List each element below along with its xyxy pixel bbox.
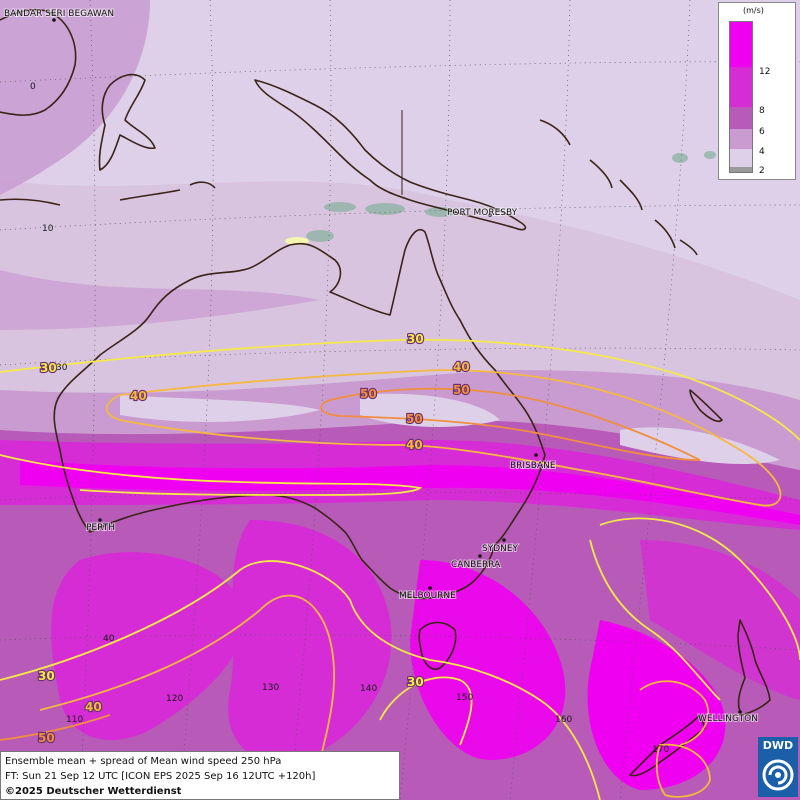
contour-label: 50 bbox=[360, 387, 377, 401]
city-markers bbox=[52, 18, 742, 714]
legend-swatch-2-4 bbox=[729, 149, 753, 167]
longitude-label: 130 bbox=[262, 683, 279, 693]
contour-50-central bbox=[320, 387, 701, 461]
legend-tick: 4 bbox=[759, 147, 765, 157]
legend-swatch-12-plus bbox=[729, 21, 753, 68]
contour-30-east bbox=[589, 517, 800, 701]
copyright: ©2025 Deutscher Wetterdienst bbox=[5, 786, 182, 797]
spread-patch-nz bbox=[587, 620, 726, 790]
city-label-melbourne: MELBOURNE bbox=[399, 591, 456, 601]
city-label-port-moresby: PORT MORESBY bbox=[447, 208, 518, 218]
contour-30-north bbox=[0, 338, 800, 441]
city-label-brisbane: BRISBANE bbox=[510, 461, 556, 471]
legend-swatch-6-8 bbox=[729, 107, 753, 129]
legend-tick: 8 bbox=[759, 106, 765, 116]
city-label-sydney: SYDNEY bbox=[482, 544, 519, 554]
city-labels: BANDAR SERI BEGAWAN PORT MORESBY BRISBAN… bbox=[3, 8, 759, 725]
contour-50-south-west bbox=[0, 714, 111, 741]
contour-40-north bbox=[105, 369, 782, 507]
contour-40-nz-south bbox=[655, 743, 711, 798]
dwd-logo-text: DWD bbox=[762, 739, 794, 752]
city-label-perth: PERTH bbox=[86, 523, 115, 533]
map-title: Ensemble mean + spread of Mean wind spee… bbox=[5, 756, 282, 767]
spread-area-mid-north2 bbox=[0, 270, 320, 330]
solomon-islands-coastline bbox=[539, 119, 698, 256]
contour-label: 30 bbox=[407, 675, 424, 689]
spread-patch-light-east bbox=[620, 427, 780, 465]
longitude-label: 120 bbox=[166, 694, 183, 704]
contour-label: 40 bbox=[130, 389, 147, 403]
dwd-logo: DWD bbox=[758, 737, 798, 797]
grid-labels: 0 10 30 40 110 120 130 140 150 160 170 bbox=[30, 82, 669, 755]
city-label-canberra: CANBERRA bbox=[451, 560, 501, 570]
contour-label: 30 bbox=[40, 361, 57, 375]
contour-30-southern bbox=[0, 560, 601, 800]
contour-label: 50 bbox=[38, 731, 55, 745]
longitude-label: 160 bbox=[555, 715, 572, 725]
contour-label: 40 bbox=[406, 438, 423, 452]
dwd-swirl-icon bbox=[762, 759, 794, 791]
longitude-label: 170 bbox=[652, 745, 669, 755]
contour-labels: 30 30 40 40 50 50 50 40 30 40 50 30 bbox=[37, 331, 471, 746]
spread-area-lowest bbox=[285, 237, 309, 245]
contour-label: 40 bbox=[453, 360, 470, 374]
new-zealand-south-coastline bbox=[629, 714, 706, 777]
legend-swatch-8-12 bbox=[729, 67, 753, 107]
contour-40-nz bbox=[639, 680, 710, 746]
forecast-time: FT: Sun 21 Sep 12 UTC [ICON EPS 2025 Sep… bbox=[5, 771, 316, 782]
new-caledonia-coastline bbox=[689, 389, 723, 423]
legend-swatch-4-6 bbox=[729, 129, 753, 149]
legend-tick: 2 bbox=[759, 166, 765, 176]
latitude-label: 40 bbox=[103, 634, 115, 644]
latitude-label: 10 bbox=[42, 224, 54, 234]
wind-contours bbox=[0, 338, 800, 800]
legend-tick: 12 bbox=[759, 67, 771, 77]
spread-area-low bbox=[0, 0, 800, 300]
legend-swatch-below-2 bbox=[729, 167, 753, 173]
contour-label: 30 bbox=[407, 332, 424, 346]
longitude-label: 140 bbox=[360, 684, 377, 694]
contour-label: 50 bbox=[453, 383, 470, 397]
legend-tick: 6 bbox=[759, 127, 765, 137]
borneo-coastline bbox=[0, 8, 77, 116]
contour-label: 40 bbox=[85, 700, 102, 714]
legend-unit: (m/s) bbox=[743, 6, 764, 15]
contour-30-south-jet bbox=[0, 454, 423, 496]
contour-label: 50 bbox=[406, 412, 423, 426]
info-box: Ensemble mean + spread of Mean wind spee… bbox=[0, 751, 400, 800]
color-legend: (m/s) 12 8 6 4 2 bbox=[718, 2, 796, 180]
contour-40-southern bbox=[39, 594, 335, 761]
city-label-bandar-seri-begawan: BANDAR SERI BEGAWAN bbox=[4, 9, 114, 19]
spread-patch-south-central bbox=[228, 520, 392, 762]
spread-band-12-jet-core bbox=[20, 460, 800, 525]
longitude-label: 150 bbox=[456, 693, 473, 703]
latitude-label: 0 bbox=[30, 82, 36, 92]
new-zealand-north-coastline bbox=[737, 619, 771, 716]
lesser-sunda-coastline bbox=[0, 181, 216, 206]
spread-area-mid-north bbox=[0, 0, 150, 195]
tasmania-coastline bbox=[418, 621, 457, 670]
spread-patch-east bbox=[640, 540, 800, 700]
latitude-label: 30 bbox=[56, 363, 68, 373]
spread-patch-tasman bbox=[410, 560, 566, 760]
longitude-label: 110 bbox=[66, 715, 83, 725]
contour-30-tasman bbox=[379, 676, 473, 746]
new-guinea-coastline bbox=[254, 79, 527, 231]
spread-patch-light-west bbox=[120, 395, 320, 422]
sulawesi-coastline bbox=[98, 73, 156, 171]
city-label-wellington: WELLINGTON bbox=[698, 714, 758, 724]
contour-label: 30 bbox=[38, 669, 55, 683]
